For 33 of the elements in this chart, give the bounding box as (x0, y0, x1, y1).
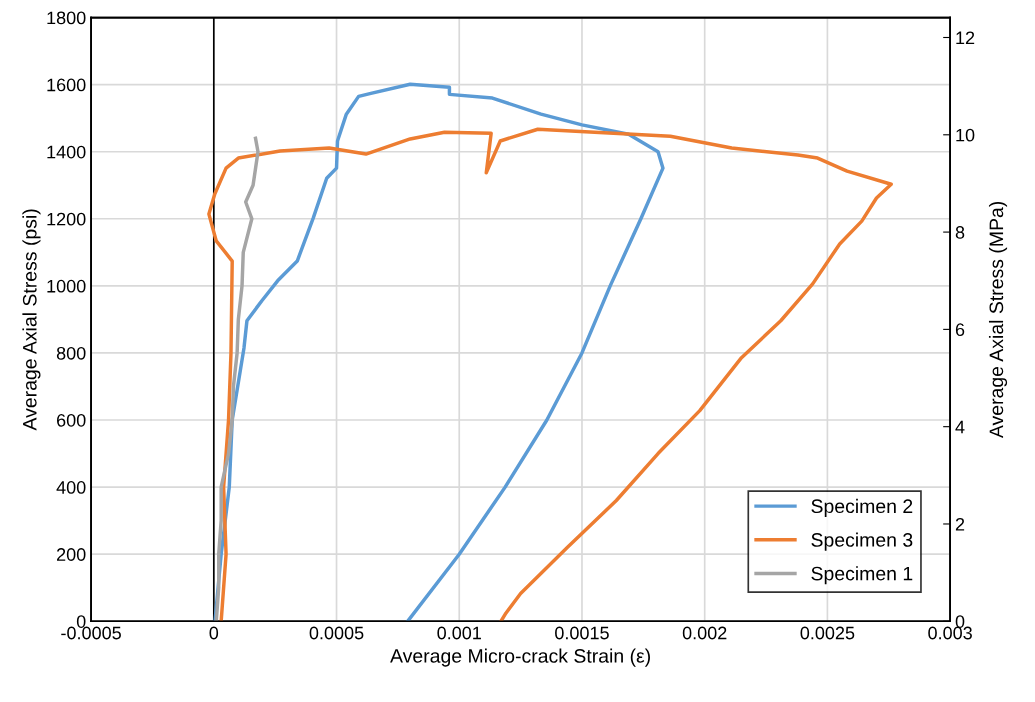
legend-label: Specimen 1 (811, 566, 913, 585)
x-tick-label: 0.0005 (309, 626, 364, 640)
x-tick-label: 0.003 (928, 626, 972, 640)
y2-tick-label: 10 (956, 128, 975, 142)
x-tick-label: 0.0015 (555, 626, 609, 640)
y-tick-label: 800 (56, 346, 86, 360)
y2-tick-label: 4 (955, 420, 965, 434)
line-series (213, 82, 665, 622)
y2-axis-title: Average Axial Stress (MPa) (988, 201, 1008, 439)
y-tick-label: 400 (56, 481, 86, 494)
y2-tick-label: 0 (955, 615, 965, 628)
line-series (214, 136, 260, 622)
x-axis-title: Average Micro-crack Strain (ε) (390, 648, 650, 667)
y2-tick-label: 6 (955, 323, 965, 337)
y2-tick-label: 8 (955, 226, 965, 239)
y-axis-title: Average Axial Stress (psi) (22, 209, 41, 431)
y-tick-label: 1400 (47, 145, 86, 159)
y-tick-label: 1200 (47, 212, 86, 226)
y-tick-label: 1600 (47, 78, 86, 92)
legend-label: Specimen 3 (811, 532, 913, 551)
y2-tick-label: 2 (955, 517, 965, 531)
y-tick-label: 1000 (47, 279, 86, 293)
legend-label: Specimen 2 (811, 498, 913, 517)
x-tick-label: -0.0005 (61, 626, 121, 640)
y-tick-label: 1800 (47, 11, 86, 25)
y2-tick-label: 12 (956, 31, 975, 45)
x-tick-label: 0.002 (682, 626, 727, 640)
y-tick-label: 0 (76, 615, 86, 628)
x-tick-label: 0 (209, 626, 219, 640)
x-tick-label: 0.0025 (800, 626, 855, 640)
y-tick-label: 600 (57, 413, 86, 427)
y-tick-label: 200 (57, 548, 86, 561)
x-tick-label: 0.001 (437, 626, 481, 640)
